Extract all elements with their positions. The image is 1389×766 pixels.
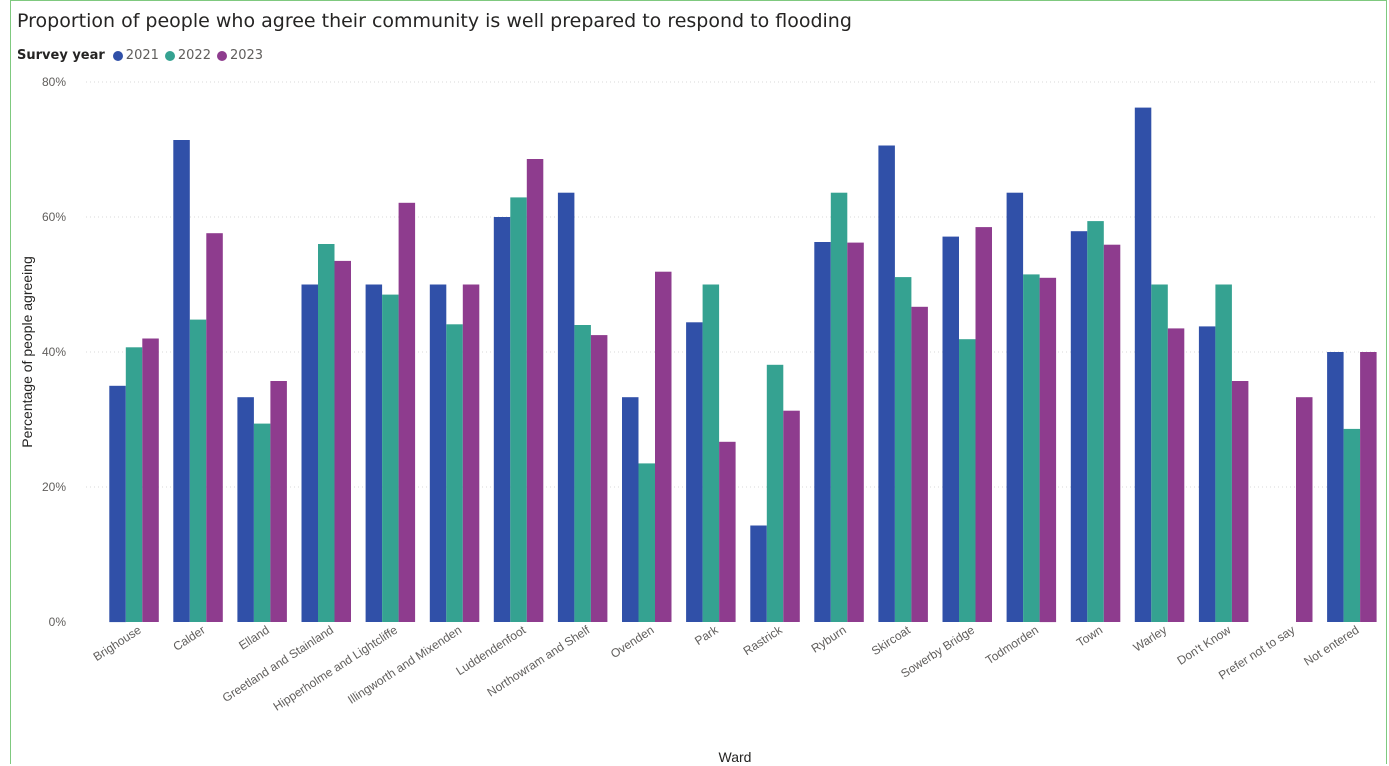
bar-2021[interactable]	[173, 140, 190, 622]
y-tick-label: 0%	[49, 615, 67, 629]
chart-frame	[10, 0, 1387, 764]
x-tick-label: Northowram and Shelf	[485, 622, 593, 699]
bar-2023[interactable]	[590, 335, 608, 622]
bar-2021[interactable]	[493, 217, 511, 622]
bar-2021[interactable]	[686, 322, 703, 622]
bar-2023[interactable]	[526, 159, 544, 622]
bar-2022[interactable]	[189, 319, 207, 622]
bar-2023[interactable]	[1296, 397, 1313, 622]
bar-2022[interactable]	[318, 244, 335, 622]
x-tick-label: Calder	[170, 623, 207, 654]
x-tick-label: Town	[1074, 623, 1105, 650]
bar-2022[interactable]	[638, 463, 656, 622]
x-tick-label: Todmorden	[983, 623, 1041, 667]
bar-2022[interactable]	[702, 284, 720, 623]
bar-2023[interactable]	[462, 284, 480, 623]
legend-dot-2021	[112, 50, 123, 61]
bar-2023[interactable]	[655, 271, 672, 622]
bar-2023[interactable]	[975, 227, 993, 622]
bar-2023[interactable]	[911, 306, 928, 622]
bar-2021[interactable]	[942, 236, 960, 622]
bar-2021[interactable]	[1198, 326, 1216, 622]
bar-2022[interactable]	[125, 347, 143, 622]
x-tick-label: Ovenden	[608, 623, 656, 661]
bar-2022[interactable]	[766, 364, 784, 622]
bar-2021[interactable]	[622, 397, 639, 622]
bar-2023[interactable]	[1167, 328, 1185, 622]
legend-item-2021[interactable]: 2021	[112, 48, 159, 63]
bar-2022[interactable]	[1343, 428, 1361, 622]
bar-2023[interactable]	[1039, 277, 1057, 623]
x-axis-title: Ward	[719, 749, 752, 765]
legend-label-2021: 2021	[125, 48, 159, 63]
legend-dot-2022	[164, 50, 175, 61]
bar-2021[interactable]	[109, 385, 126, 623]
bar-2023[interactable]	[270, 381, 287, 622]
x-tick-label: Warley	[1131, 623, 1170, 655]
bar-2021[interactable]	[1070, 231, 1088, 622]
bar-2021[interactable]	[429, 284, 447, 623]
y-tick-label: 20%	[42, 480, 66, 494]
x-tick-label: Elland	[236, 623, 272, 653]
x-tick-label: Hipperholme and Lightcliffe	[271, 623, 401, 714]
bar-2022[interactable]	[1151, 284, 1168, 623]
bar-2021[interactable]	[750, 525, 767, 623]
x-tick-label: Illingworth and Mixenden	[345, 623, 464, 707]
bar-2023[interactable]	[206, 233, 223, 622]
x-tick-label: Ryburn	[809, 623, 849, 656]
bar-2023[interactable]	[847, 242, 864, 622]
legend-item-2023[interactable]: 2023	[216, 48, 264, 63]
y-tick-label: 60%	[42, 210, 66, 224]
bar-2023[interactable]	[334, 260, 352, 622]
bar-2023[interactable]	[719, 441, 736, 622]
bar-2023[interactable]	[142, 338, 159, 623]
bar-2022[interactable]	[382, 294, 399, 622]
bar-2021[interactable]	[237, 397, 254, 622]
legend-title: Survey year	[17, 48, 105, 63]
y-tick-label: 40%	[42, 345, 66, 359]
bar-2023[interactable]	[1231, 381, 1249, 622]
y-axis-ticks: 0% 20% 40% 60% 80%	[42, 75, 66, 629]
bar-2021[interactable]	[365, 284, 383, 623]
bar-2022[interactable]	[1023, 274, 1040, 622]
legend-item-2022[interactable]: 2022	[164, 48, 211, 63]
x-tick-label: Skircoat	[869, 622, 914, 658]
bar-2022[interactable]	[830, 192, 848, 622]
bar-2022[interactable]	[253, 423, 271, 622]
legend[interactable]: Survey year 2021 2022 2023	[17, 48, 269, 63]
bar-2021[interactable]	[557, 192, 575, 622]
bar-2023[interactable]	[1360, 352, 1377, 622]
bar-2022[interactable]	[959, 339, 976, 622]
x-tick-label: Not entered	[1301, 623, 1361, 669]
bar-2022[interactable]	[446, 324, 463, 622]
x-tick-label: Rastrick	[741, 622, 786, 658]
bar-2022[interactable]	[510, 197, 527, 622]
bar-2022[interactable]	[574, 325, 591, 622]
bars	[109, 107, 1377, 623]
x-tick-label: Brighouse	[91, 623, 144, 664]
bar-2021[interactable]	[301, 284, 319, 623]
bar-2021[interactable]	[1327, 352, 1344, 622]
x-tick-label: Park	[692, 622, 721, 648]
legend-dot-2023	[216, 50, 227, 61]
chart-title: Proportion of people who agree their com…	[17, 10, 852, 32]
bar-2022[interactable]	[894, 277, 912, 622]
bar-2022[interactable]	[1087, 221, 1104, 622]
x-tick-label: Don't Know	[1175, 623, 1234, 668]
bar-2021[interactable]	[1134, 107, 1152, 623]
bar-2022[interactable]	[1215, 284, 1232, 623]
bar-2021[interactable]	[878, 145, 895, 623]
bar-2021[interactable]	[1006, 192, 1024, 622]
bar-2023[interactable]	[398, 202, 416, 623]
bar-2021[interactable]	[814, 242, 831, 622]
bar-2023[interactable]	[783, 410, 800, 622]
y-tick-label: 80%	[42, 75, 66, 89]
y-axis-title: Percentage of people agreeing	[19, 256, 35, 447]
bar-2023[interactable]	[1103, 244, 1121, 622]
x-tick-label: Greetland and Stainland	[220, 623, 336, 705]
legend-label-2022: 2022	[177, 48, 211, 63]
legend-label-2023: 2023	[229, 48, 264, 63]
